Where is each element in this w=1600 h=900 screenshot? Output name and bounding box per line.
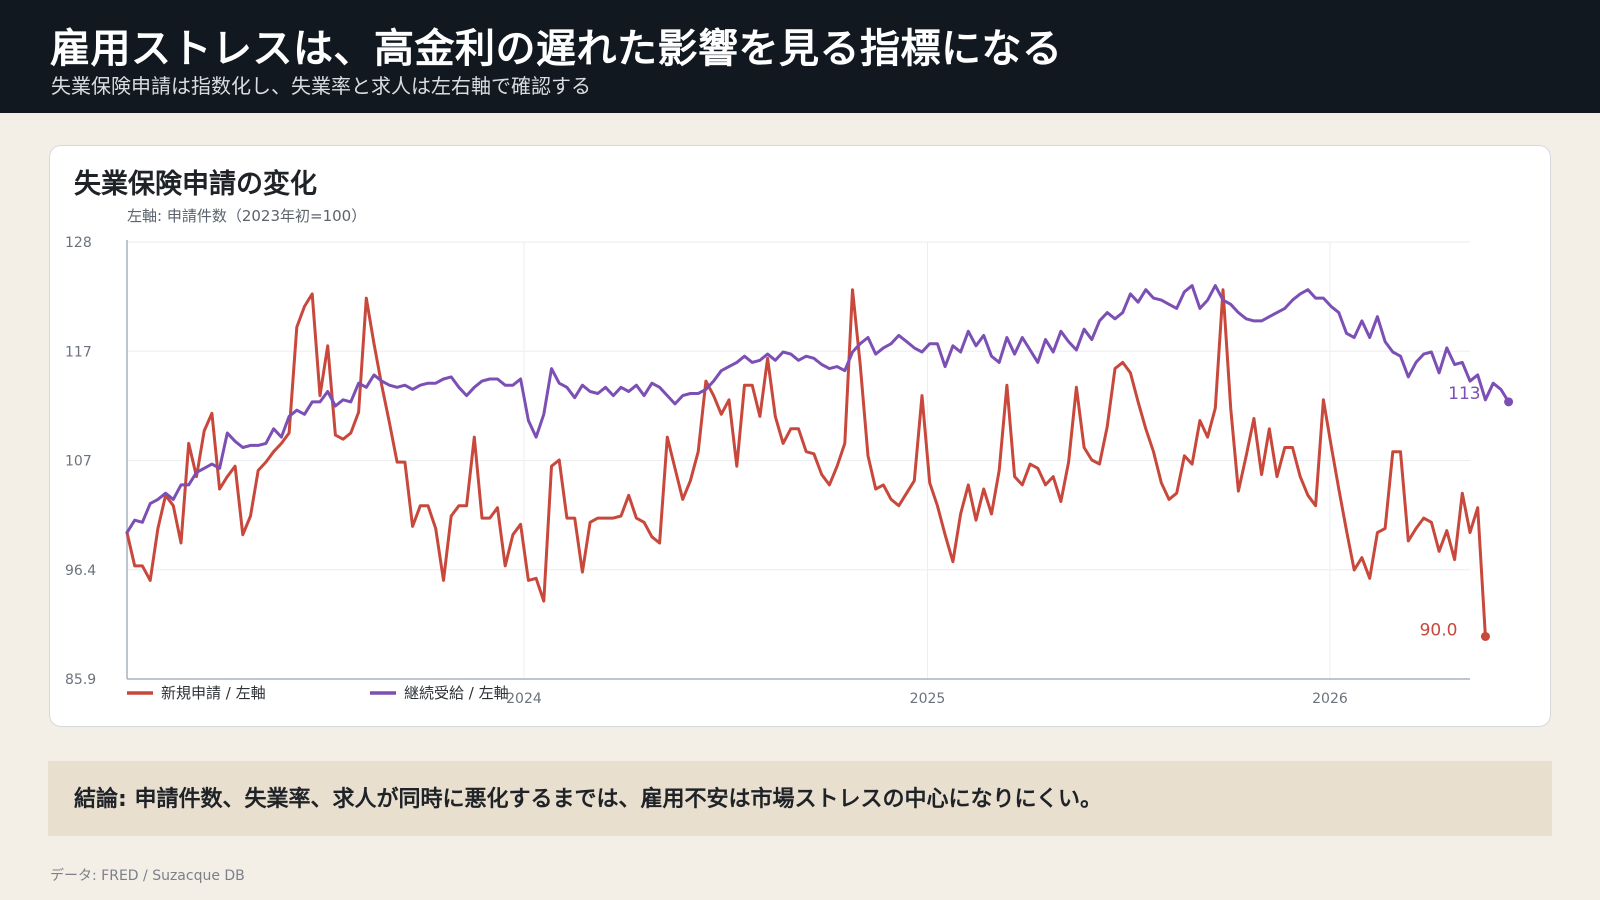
x-tick-label: 2025 bbox=[910, 691, 946, 707]
y-tick-label: 128 bbox=[65, 235, 92, 251]
series-end-point-2 bbox=[1504, 397, 1514, 407]
page-header: 雇用ストレスは、高金利の遅れた影響を見る指標になる 失業保険申請は指数化し、失業… bbox=[0, 0, 1600, 113]
series-line-1 bbox=[125, 288, 1487, 638]
page-subtitle: 失業保険申請は指数化し、失業率と求人は左右軸で確認する bbox=[51, 74, 591, 98]
series-end-label-1: 90.0 bbox=[1420, 620, 1458, 640]
chart-card: 失業保険申請の変化 左軸: 申請件数（2023年初=100） 128 117 107… bbox=[49, 145, 1551, 727]
series-line-2 bbox=[125, 284, 1511, 535]
legend-label-1: 新規申請 / 左軸 bbox=[161, 684, 266, 702]
conclusion-text: 結論: 申請件数、失業率、求人が同時に悪化するまでは、雇用不安は市場ストレスの中… bbox=[74, 787, 1103, 812]
y-tick-label: 85.9 bbox=[65, 672, 96, 688]
series-end-point-1 bbox=[1480, 631, 1490, 641]
left-axis-caption: 左軸: 申請件数（2023年初=100） bbox=[127, 207, 367, 225]
x-tick-label: 2026 bbox=[1312, 691, 1348, 707]
page-title: 雇用ストレスは、高金利の遅れた影響を見る指標になる bbox=[50, 26, 1063, 72]
y-tick-label: 117 bbox=[65, 344, 92, 360]
conclusion-box: 結論: 申請件数、失業率、求人が同時に悪化するまでは、雇用不安は市場ストレスの中… bbox=[48, 761, 1552, 836]
chart-title: 失業保険申請の変化 bbox=[74, 169, 317, 200]
x-tick-label: 2024 bbox=[506, 691, 542, 707]
source-note: データ: FRED / Suzacque DB bbox=[50, 868, 245, 884]
chart-svg: 128 117 107 96.4 85.9 2024 2025 2026 90.0 113 新規申請… bbox=[65, 235, 1514, 707]
series-end-label-2: 113 bbox=[1448, 384, 1480, 404]
legend-label-2: 継続受給 / 左軸 bbox=[404, 684, 509, 702]
y-tick-label: 107 bbox=[65, 454, 92, 470]
y-tick-label: 96.4 bbox=[65, 563, 96, 579]
